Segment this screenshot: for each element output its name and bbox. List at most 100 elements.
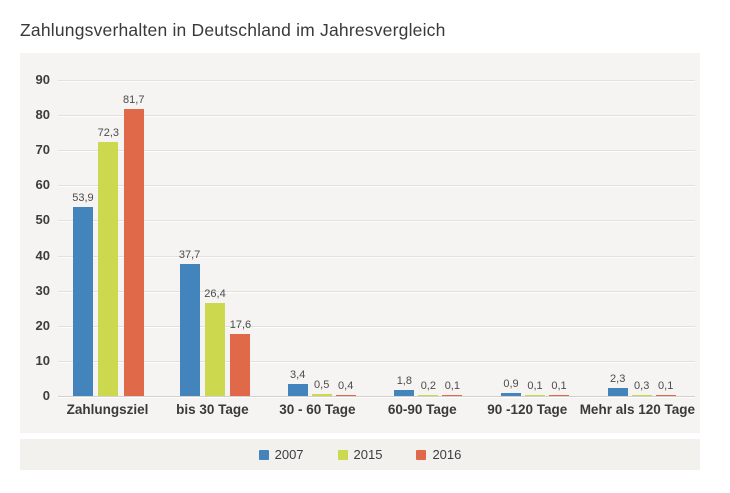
- bar-column: 0,9: [501, 377, 522, 396]
- bar-2015: [418, 395, 439, 396]
- bar-2016: [549, 395, 570, 396]
- legend-swatch-icon: [416, 449, 427, 460]
- gridline: [58, 185, 695, 188]
- y-tick-label: 70: [35, 142, 50, 158]
- bar-value-label: 3,4: [290, 369, 306, 382]
- legend-item-2015[interactable]: 2015: [337, 447, 383, 462]
- bar-value-label: 53,9: [72, 191, 94, 204]
- bar-value-label: 17,6: [229, 319, 252, 332]
- y-tick-label: 80: [35, 107, 50, 123]
- legend-label: 2015: [353, 447, 383, 462]
- bar-2007: [287, 384, 308, 396]
- plot-area: 53,9 72,3 81,7 37,7 26,4 17,6 3,4 0,5 0,4 1,8 0,2 0…: [55, 80, 695, 396]
- bar-column: 3,4: [287, 369, 308, 396]
- bar-column: 0,5: [311, 379, 332, 396]
- bar-value-label: 0,1: [551, 380, 567, 392]
- bar-2016: [335, 394, 356, 396]
- bar-group: 53,9 72,3 81,7: [55, 80, 162, 396]
- bar-2016: [655, 395, 676, 396]
- bar-value-label: 0,1: [527, 380, 543, 392]
- category-label: Mehr als 120 Tage: [579, 402, 695, 417]
- bar-2007: [179, 263, 200, 396]
- y-tick-label: 40: [35, 247, 50, 263]
- bar-column: 26,4: [204, 288, 226, 396]
- x-axis-labels: Zahlungsziel bis 30 Tage 30 - 60 Tage 60-90…: [55, 402, 695, 417]
- bar-value-label: 1,8: [396, 374, 412, 387]
- bar-value-label: 2,3: [610, 372, 626, 385]
- bar-column: 81,7: [123, 94, 144, 396]
- legend-swatch-icon: [337, 449, 348, 460]
- bar-group: 1,8 0,2 0,1: [375, 80, 482, 396]
- bar-column: 0,4: [335, 379, 356, 396]
- category-label: 90 -120 Tage: [487, 402, 568, 417]
- bar-group: 2,3 0,3 0,1: [588, 80, 695, 396]
- y-tick-label: 60: [35, 177, 50, 193]
- bar-column: 37,7: [179, 249, 200, 396]
- bar-column: 17,6: [230, 319, 251, 396]
- bar-2007: [394, 389, 415, 396]
- bar-column: 0,1: [442, 380, 463, 396]
- legend-label: 2007: [274, 447, 304, 462]
- bar-2007: [501, 392, 522, 396]
- y-tick-label: 0: [42, 388, 50, 403]
- bar-2015: [631, 394, 652, 396]
- bar-value-label: 72,3: [97, 127, 120, 140]
- bar-column: 0,1: [525, 380, 546, 396]
- bar-value-label: 0,9: [503, 377, 519, 390]
- gridline: [58, 255, 695, 258]
- bar-2015: [311, 394, 332, 396]
- bar-value-label: 37,7: [178, 248, 201, 261]
- bar-column: 53,9: [72, 191, 94, 396]
- bar-2007: [607, 387, 628, 396]
- y-tick-label: 20: [35, 317, 50, 333]
- bar-value-label: 0,4: [338, 379, 354, 392]
- bar-column: 2,3: [607, 372, 628, 396]
- bar-column: 0,3: [631, 379, 652, 396]
- bar-value-label: 0,1: [444, 380, 460, 392]
- bar-2016: [123, 109, 144, 396]
- legend-item-2007[interactable]: 2007: [258, 447, 304, 462]
- legend-label: 2016: [432, 447, 462, 462]
- bar-column: 1,8: [394, 374, 415, 396]
- bar-value-label: 0,3: [634, 379, 650, 392]
- y-tick-label: 50: [35, 212, 50, 228]
- gridline: [58, 80, 695, 82]
- bar-2007: [72, 206, 93, 396]
- gridline: [58, 325, 695, 328]
- gridline: [58, 360, 695, 363]
- bar-2015: [525, 395, 546, 396]
- category-label: Zahlungsziel: [66, 402, 149, 417]
- legend-swatch-icon: [258, 449, 269, 460]
- bar-2015: [98, 142, 119, 396]
- category-label: 60-90 Tage: [387, 402, 457, 417]
- bar-value-label: 0,2: [420, 380, 436, 392]
- bar-value-label: 26,4: [204, 288, 226, 301]
- bar-group: 3,4 0,5 0,4: [268, 80, 375, 396]
- bar-2016: [442, 395, 463, 396]
- bar-column: 72,3: [98, 127, 119, 396]
- bar-2016: [230, 334, 251, 396]
- chart-legend: 2007 2015 2016: [20, 439, 700, 470]
- gridline: [58, 290, 695, 293]
- bar-column: 0,2: [418, 380, 439, 396]
- gridline: [58, 115, 695, 118]
- chart-plot-panel: 90 80 70 60 50 40 30 20 10 0 53,9 72,3 81,7 37,7 26,4…: [20, 53, 700, 433]
- y-tick-label: 10: [35, 352, 50, 368]
- bar-group: 37,7 26,4 17,6: [162, 80, 269, 396]
- gridline: [58, 150, 695, 153]
- bar-column: 0,1: [655, 380, 676, 396]
- y-tick-label: 30: [35, 282, 50, 298]
- bar-2015: [205, 303, 225, 396]
- gridline: [58, 220, 695, 223]
- y-tick-label: 90: [35, 72, 50, 87]
- bar-group: 0,9 0,1 0,1: [482, 80, 589, 396]
- x-axis-baseline: [58, 396, 695, 398]
- category-label: 30 - 60 Tage: [279, 402, 356, 417]
- category-label: bis 30 Tage: [176, 402, 249, 417]
- bar-value-label: 0,5: [314, 379, 330, 392]
- bar-value-label: 0,1: [658, 380, 674, 392]
- bar-value-label: 81,7: [123, 94, 145, 107]
- legend-item-2016[interactable]: 2016: [416, 447, 461, 462]
- chart-title: Zahlungsverhalten in Deutschland im Jahr…: [20, 20, 446, 40]
